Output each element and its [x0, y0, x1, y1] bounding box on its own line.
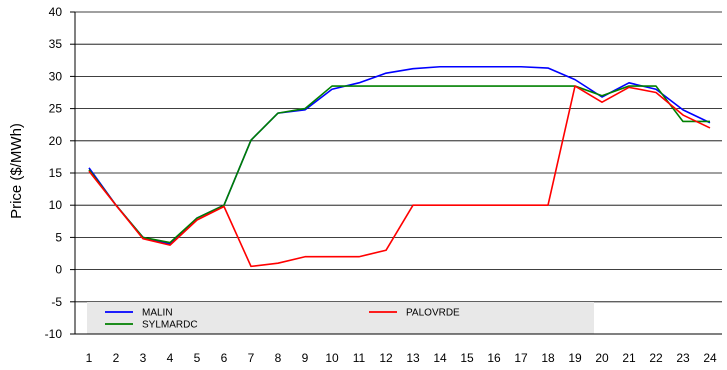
- series-line-sylmardc: [88, 85, 710, 244]
- x-tick-label: 23: [676, 351, 690, 365]
- legend-label-palovrde: PALOVRDE: [406, 308, 460, 319]
- y-tick-label: 5: [55, 230, 62, 244]
- x-tick-label: 13: [406, 351, 420, 365]
- x-tick-label: 4: [167, 351, 174, 365]
- x-tick-labels: 1 2 3 4 5 6 7 8 9 10 11 12 13 14 15 16 17 18 19 20 21 22 23 24: [86, 351, 717, 365]
- y-tick-label: 10: [49, 198, 63, 212]
- x-tick-label: 14: [433, 351, 447, 365]
- x-tick-label: 12: [379, 351, 393, 365]
- y-tick-label: 25: [49, 102, 63, 116]
- y-tick-label: 20: [49, 134, 63, 148]
- x-tick-label: 6: [221, 351, 228, 365]
- y-tick-label: 35: [49, 37, 63, 51]
- x-tick-label: 9: [302, 351, 309, 365]
- legend-label-sylmardc: SYLMARDC: [142, 320, 198, 331]
- x-tick-label: 1: [86, 351, 93, 365]
- x-tick-label: 7: [248, 351, 255, 365]
- x-tick-label: 19: [568, 351, 582, 365]
- x-tick-label: 22: [649, 351, 663, 365]
- x-tick-label: 11: [353, 351, 366, 365]
- y-tick-labels: -10 -5 0 5 10 15 20 25 30 35 40: [45, 5, 63, 341]
- y-axis-label: Price ($/MWh): [8, 123, 25, 219]
- series-lines: [88, 65, 711, 268]
- y-tick-label: 0: [55, 263, 62, 277]
- x-tick-label: 20: [595, 351, 609, 365]
- x-tick-label: 3: [140, 351, 147, 365]
- legend-label-malin: MALIN: [142, 308, 173, 319]
- y-tick-label: 40: [49, 5, 63, 19]
- y-tick-label: -5: [51, 295, 62, 309]
- x-tick-label: 21: [622, 351, 636, 365]
- x-tick-label: 8: [275, 351, 282, 365]
- x-tick-label: 24: [703, 351, 717, 365]
- y-tick-label: -10: [45, 327, 63, 341]
- axes: [70, 11, 722, 335]
- x-tick-label: 15: [460, 351, 474, 365]
- x-tick-label: 17: [514, 351, 528, 365]
- gridlines: [75, 11, 722, 335]
- x-tick-label: 16: [487, 351, 501, 365]
- y-tick-label: 30: [49, 69, 63, 83]
- series-line-palovrde: [88, 85, 711, 268]
- x-tick-label: 5: [194, 351, 201, 365]
- legend-box: [87, 302, 594, 334]
- y-tick-label: 15: [49, 166, 63, 180]
- x-tick-label: 2: [113, 351, 120, 365]
- legend: [87, 302, 594, 334]
- x-tick-label: 10: [325, 351, 339, 365]
- x-tick-label: 18: [541, 351, 555, 365]
